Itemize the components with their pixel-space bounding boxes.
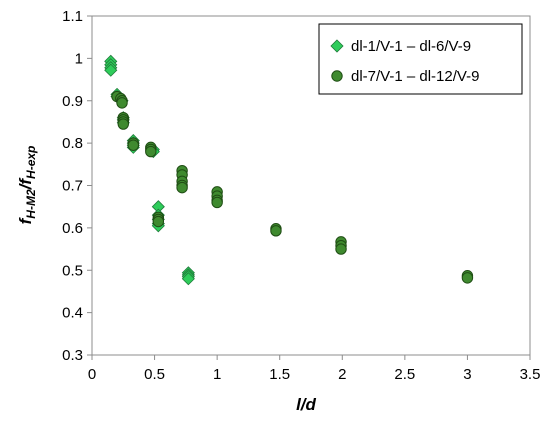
x-tick-label: 3.5: [520, 366, 541, 383]
y-tick-label: 0.4: [62, 305, 83, 322]
y-tick-label: 0.7: [62, 178, 83, 195]
data-point-series-2: [145, 145, 157, 158]
legend-markers: [330, 39, 344, 82]
x-axis-ticks: 0 0.5 1 1.5 2 2.5 3 3.5: [88, 355, 541, 383]
y-tick-label: 0.8: [62, 135, 83, 152]
y-axis-title-slash: /: [16, 182, 35, 190]
data-point-series-2: [117, 118, 129, 130]
y-tick-label: 1.1: [62, 8, 83, 25]
y-tick-label: 0.9: [62, 93, 83, 110]
data-point-series-2: [176, 181, 188, 194]
data-point-series-1: [104, 63, 118, 77]
y-axis-title-f1: f: [16, 216, 35, 224]
data-point-series-2: [211, 196, 223, 209]
y-tick-label: 1: [75, 50, 83, 67]
legend-label-series-2: dl-7/V-1 – dl-12/V-9: [351, 68, 479, 85]
y-tick-label: 0.6: [62, 220, 83, 237]
x-tick-label: 1.5: [269, 366, 290, 383]
data-point-series-2: [335, 243, 347, 255]
data-point-series-2: [152, 215, 165, 228]
data-point-series-2: [127, 139, 139, 151]
x-tick-label: 0: [88, 366, 96, 383]
legend-marker-series-2: [331, 70, 343, 82]
legend: dl-1/V-1 – dl-6/V-9 dl-7/V-1 – dl-12/V-9: [318, 23, 523, 95]
y-tick-label: 0.3: [62, 347, 83, 364]
data-point-series-2: [461, 272, 474, 284]
y-axis-ticks: 0.3 0.4 0.5 0.6 0.7 0.8 0.9 1 1.1: [62, 8, 92, 364]
y-axis-title: fH-M2/fH-exp: [16, 146, 38, 225]
x-tick-label: 2: [338, 366, 346, 383]
y-axis-title-f2: f: [16, 177, 35, 185]
data-point-series-1: [181, 272, 195, 286]
legend-marker-series-1: [330, 39, 344, 53]
y-tick-label: 0.5: [62, 262, 83, 279]
data-points: [104, 54, 474, 286]
x-tick-label: 0.5: [144, 366, 165, 383]
data-point-series-2: [270, 225, 282, 237]
x-axis-title: l/d: [296, 395, 316, 414]
data-point-series-2: [116, 97, 128, 109]
x-tick-label: 1: [213, 366, 221, 383]
legend-label-series-1: dl-1/V-1 – dl-6/V-9: [351, 38, 471, 55]
x-tick-label: 2.5: [394, 366, 415, 383]
y-axis-title-sub2: H-exp: [24, 146, 38, 179]
legend-box: [318, 23, 523, 95]
y-axis-title-sub1: H-M2: [24, 189, 38, 219]
x-tick-label: 3: [463, 366, 471, 383]
